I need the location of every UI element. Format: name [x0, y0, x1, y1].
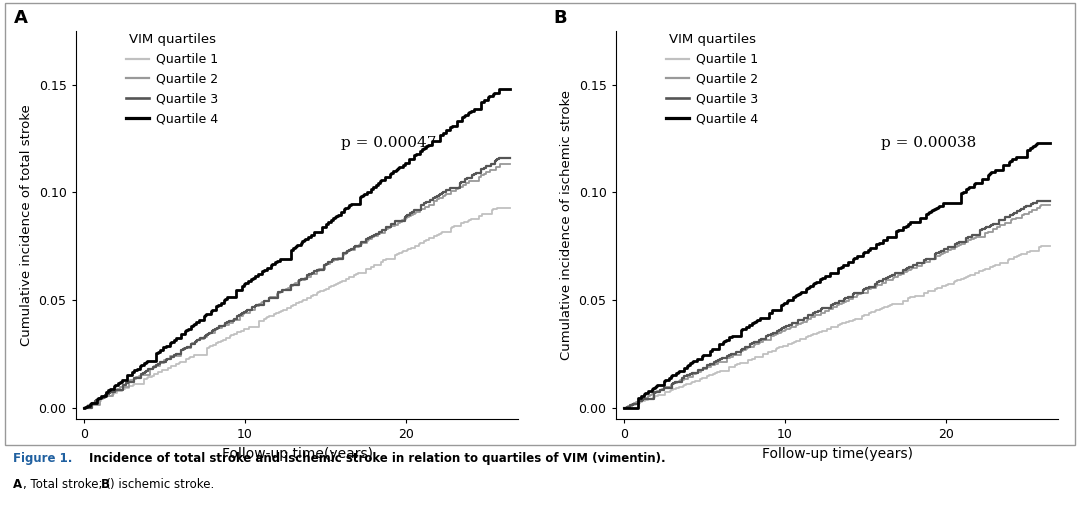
Text: B: B [554, 9, 567, 27]
Y-axis label: Cumulative incidence of ischemic stroke: Cumulative incidence of ischemic stroke [561, 90, 573, 360]
Text: , Total stroke; (: , Total stroke; ( [23, 478, 110, 491]
Text: A: A [14, 9, 27, 27]
Text: B: B [100, 478, 109, 491]
Text: Incidence of total stroke and ischemic stroke in relation to quartiles of VIM (v: Incidence of total stroke and ischemic s… [89, 452, 665, 465]
Legend: Quartile 1, Quartile 2, Quartile 3, Quartile 4: Quartile 1, Quartile 2, Quartile 3, Quar… [666, 33, 758, 126]
Text: Figure 1.: Figure 1. [13, 452, 72, 465]
Text: p = 0.00047: p = 0.00047 [341, 136, 436, 150]
X-axis label: Follow-up time(years): Follow-up time(years) [221, 447, 373, 460]
Text: ) ischemic stroke.: ) ischemic stroke. [110, 478, 215, 491]
Legend: Quartile 1, Quartile 2, Quartile 3, Quartile 4: Quartile 1, Quartile 2, Quartile 3, Quar… [126, 33, 218, 126]
Text: A: A [13, 478, 22, 491]
X-axis label: Follow-up time(years): Follow-up time(years) [761, 447, 913, 460]
Text: p = 0.00038: p = 0.00038 [881, 136, 976, 150]
Y-axis label: Cumulative incidence of total stroke: Cumulative incidence of total stroke [21, 104, 33, 346]
